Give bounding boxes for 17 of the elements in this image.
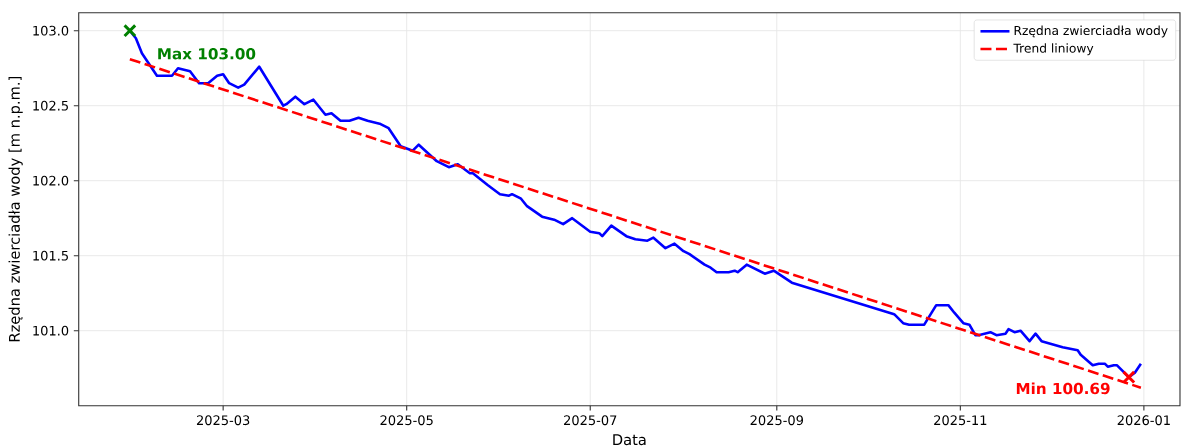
x-tick-label: 2025-11 bbox=[934, 415, 987, 426]
y-tick-label: 102.5 bbox=[33, 100, 68, 111]
x-tick-label: 2025-05 bbox=[380, 415, 433, 426]
x-tick-label: 2025-07 bbox=[564, 415, 617, 426]
y-axis-title: Rzędna zwierciadła wody [m n.p.m.] bbox=[8, 77, 23, 342]
y-tick-label: 101.5 bbox=[33, 250, 68, 261]
x-axis-title: Data bbox=[613, 434, 646, 446]
y-tick-label: 101.0 bbox=[33, 325, 69, 336]
annotation: Max 103.00 bbox=[158, 47, 256, 60]
x-tick-label: 2025-03 bbox=[196, 415, 250, 426]
legend-label: Rzędna zwierciadła wody bbox=[1014, 25, 1168, 38]
x-tick-label: 2026-01 bbox=[1117, 415, 1170, 426]
y-tick-label: 102.0 bbox=[33, 175, 69, 186]
legend-label: Trend liniowy bbox=[1013, 43, 1094, 56]
x-tick-label: 2025-09 bbox=[750, 415, 804, 426]
annotation: Min 100.69 bbox=[1016, 382, 1110, 395]
y-tick-label: 103.0 bbox=[33, 25, 69, 36]
